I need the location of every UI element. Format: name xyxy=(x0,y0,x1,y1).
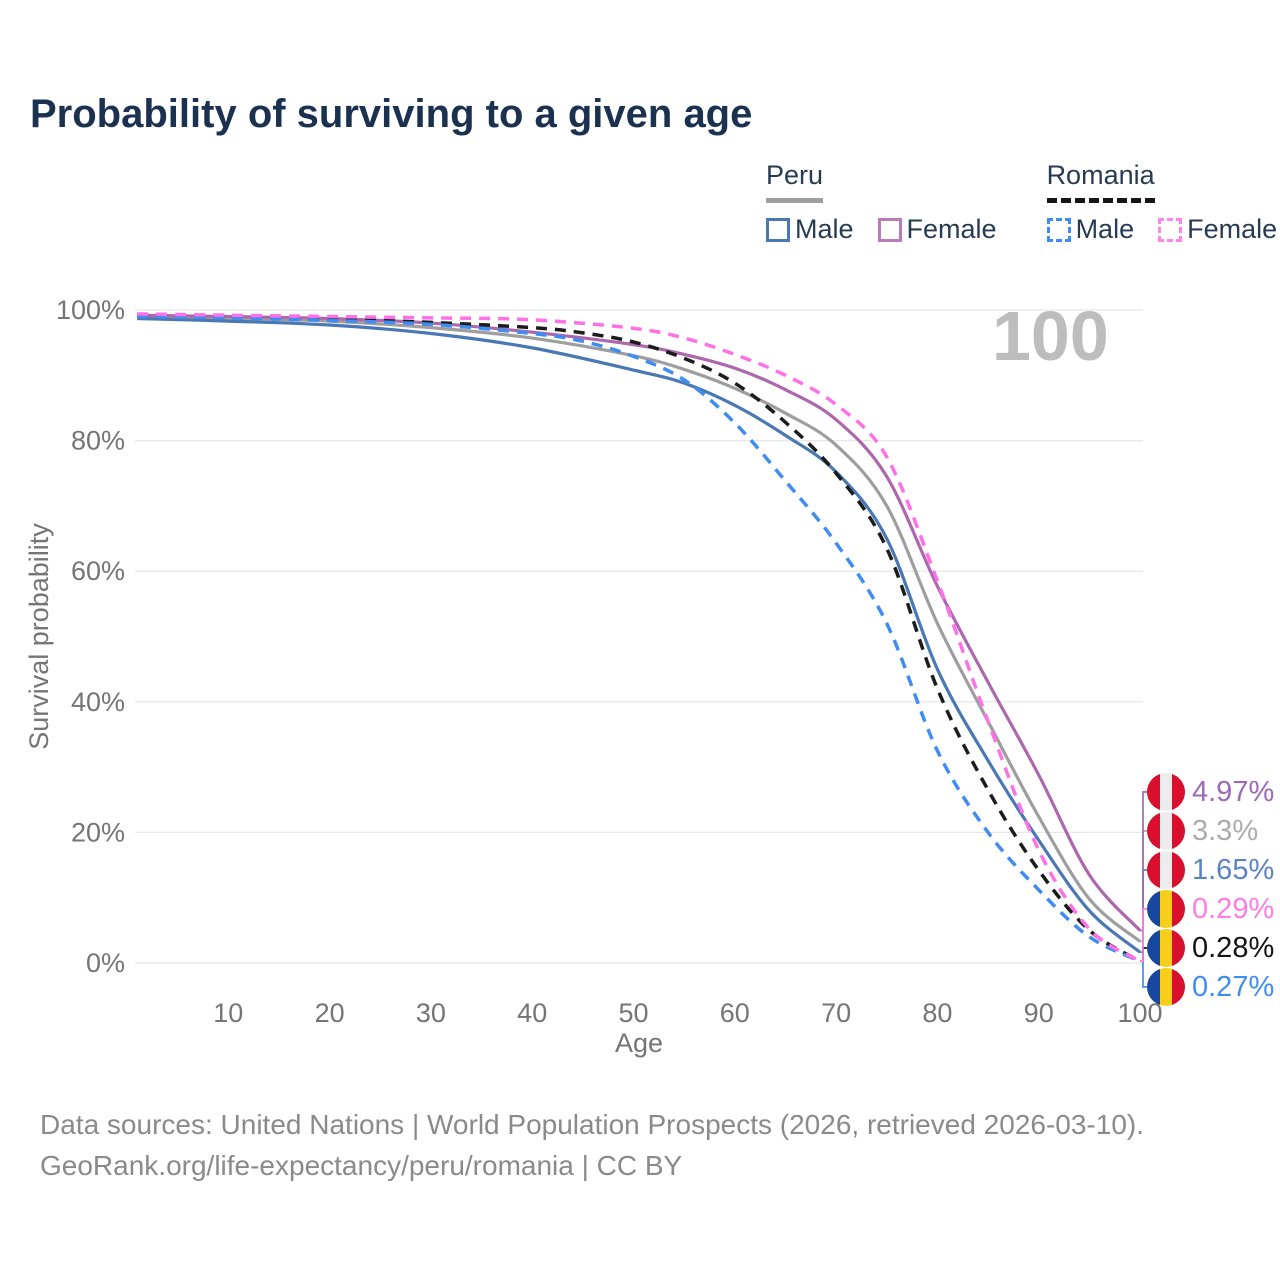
x-tick-label: 90 xyxy=(1024,998,1054,1028)
series-end-label-peru-female: 4.97% xyxy=(1147,773,1274,811)
series-end-label-romania-female: 0.29% xyxy=(1147,890,1274,928)
legend-label: Female xyxy=(906,214,997,244)
romania-flag-icon xyxy=(1147,929,1185,967)
peru-male-swatch-icon xyxy=(766,217,790,242)
y-tick-label: 40% xyxy=(71,687,125,717)
y-tick-label: 20% xyxy=(71,817,125,847)
legend-label: Male xyxy=(795,214,854,244)
series-line-romania-both-sexes-[interactable] xyxy=(137,314,1141,963)
end-label-connector xyxy=(1140,791,1147,932)
y-tick-label: 80% xyxy=(71,426,125,456)
legend-header-romania[interactable]: Romania xyxy=(1046,160,1155,203)
legend-item-peru-female[interactable]: Female xyxy=(877,214,997,245)
peru-female-swatch-icon xyxy=(877,217,902,242)
x-tick-label: 50 xyxy=(618,998,648,1028)
romania-flag-icon xyxy=(1147,968,1185,1006)
x-tick-label: 40 xyxy=(517,998,547,1028)
peru-flag-icon xyxy=(1147,851,1185,889)
y-tick-label: 100% xyxy=(56,295,125,325)
end-label-value: 4.97% xyxy=(1192,775,1275,808)
x-tick-label: 10 xyxy=(213,998,243,1028)
end-label-value: 3.3% xyxy=(1192,814,1259,847)
x-tick-label: 80 xyxy=(922,998,952,1028)
legend-group-romania: Romania Male Female xyxy=(1046,160,1277,245)
legend: Peru Male Female Romania Male xyxy=(766,160,1277,245)
series-line-peru-both-sexes-[interactable] xyxy=(137,314,1142,943)
series-end-label-romania-both-sexes-: 0.28% xyxy=(1147,929,1274,967)
y-tick-label: 60% xyxy=(71,556,125,586)
legend-label: Female xyxy=(1187,214,1278,244)
legend-item-peru-male[interactable]: Male xyxy=(766,214,854,245)
legend-header-peru[interactable]: Peru xyxy=(766,160,824,203)
end-label-value: 0.29% xyxy=(1192,892,1275,925)
x-tick-label: 70 xyxy=(821,998,851,1028)
y-tick-label: 0% xyxy=(86,948,125,978)
legend-group-peru: Peru Male Female xyxy=(766,160,997,245)
x-tick-label: 60 xyxy=(720,998,750,1028)
series-end-label-romania-male: 0.27% xyxy=(1147,968,1274,1006)
series-end-label-peru-male: 1.65% xyxy=(1147,851,1274,889)
romania-female-swatch-icon xyxy=(1158,217,1183,242)
series-line-peru-female[interactable] xyxy=(137,313,1142,932)
footer-link: GeoRank.org/life-expectancy/peru/romania… xyxy=(40,1150,683,1181)
x-tick-label: 20 xyxy=(315,998,345,1028)
series-line-romania-female[interactable] xyxy=(137,312,1141,963)
legend-item-romania-female[interactable]: Female xyxy=(1158,214,1277,245)
legend-row-peru: Male Female xyxy=(766,214,997,245)
end-label-value: 0.28% xyxy=(1192,931,1275,964)
end-label-value: 1.65% xyxy=(1192,853,1275,886)
legend-label: Male xyxy=(1075,214,1135,244)
y-axis-title: Survival probability xyxy=(24,523,54,750)
footer-sources: Data sources: United Nations | World Pop… xyxy=(40,1109,1145,1140)
series-end-label-peru-both-sexes-: 3.3% xyxy=(1147,812,1258,850)
x-tick-label: 30 xyxy=(416,998,446,1028)
end-label-connector xyxy=(1140,908,1147,962)
series-line-peru-male[interactable] xyxy=(137,316,1142,954)
legend-row-romania: Male Female xyxy=(1046,214,1277,245)
romania-male-swatch-icon xyxy=(1046,217,1071,242)
footer: Data sources: United Nations | World Pop… xyxy=(40,1104,1144,1186)
romania-flag-icon xyxy=(1147,890,1185,928)
peru-flag-icon xyxy=(1147,812,1185,850)
page-title: Probability of surviving to a given age xyxy=(30,92,753,136)
legend-item-romania-male[interactable]: Male xyxy=(1046,214,1135,245)
series-line-romania-male[interactable] xyxy=(137,314,1141,963)
x-axis-title: Age xyxy=(615,1028,663,1058)
end-label-value: 0.27% xyxy=(1192,970,1275,1003)
end-label-connector xyxy=(1140,960,1147,988)
peru-flag-icon xyxy=(1147,773,1185,811)
